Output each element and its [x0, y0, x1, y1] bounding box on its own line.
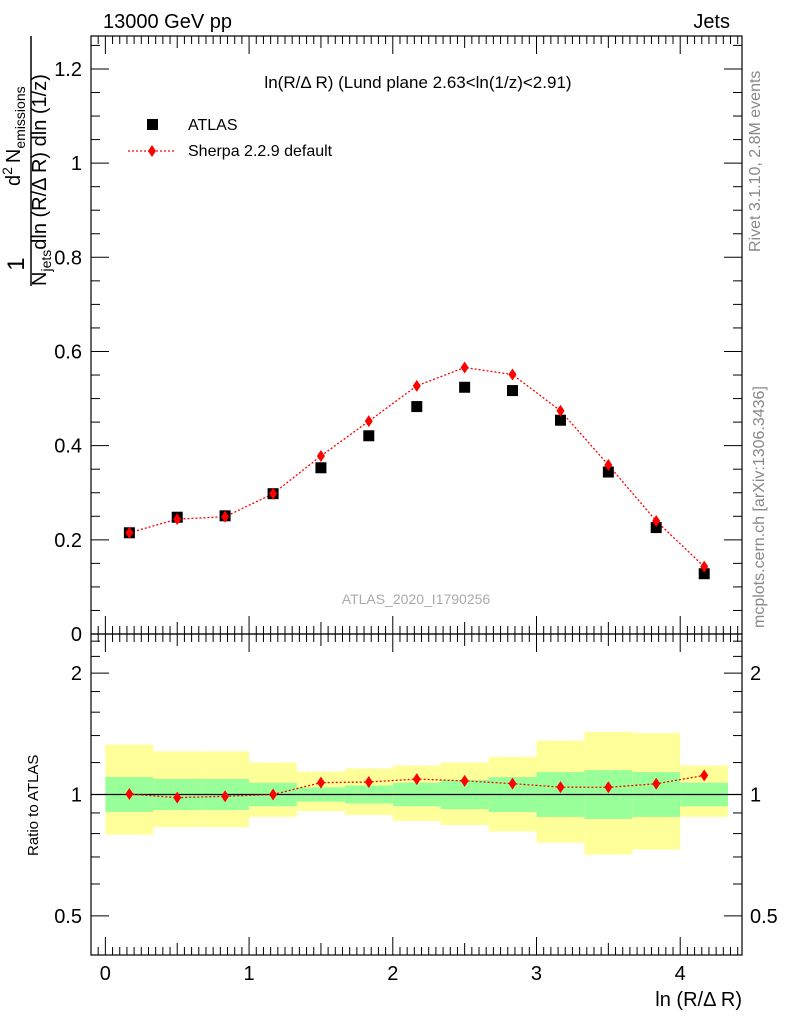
y-tick-label: 0.4: [54, 436, 82, 458]
rivet-label: Rivet 3.1.10, 2.8M events: [747, 71, 764, 252]
y-tick-label: 1.2: [54, 59, 82, 81]
ylabel-nemis-sub: emissions: [12, 86, 28, 148]
ratio-sherpa-point: [604, 781, 613, 794]
x-tick-label: 4: [675, 963, 686, 985]
ratio-sherpa-point: [125, 787, 134, 800]
legend-label-atlas: ATLAS: [188, 117, 238, 134]
sherpa-point: [269, 487, 278, 500]
ylabel-d2: d: [3, 175, 25, 186]
sherpa-point: [364, 415, 373, 428]
atlas-point: [602, 466, 614, 478]
main-title: ln(R/Δ R) (Lund plane 2.63<ln(1/z)<2.91): [264, 73, 571, 92]
atlas-point: [411, 401, 423, 413]
ratio-y-tick-label-right: 2: [750, 663, 761, 685]
ratio-sherpa-point: [173, 791, 182, 804]
legend-marker-sherpa: [148, 145, 156, 157]
x-tick-label: 3: [531, 963, 542, 985]
atlas-point: [554, 414, 566, 426]
x-axis-label: ln (R/Δ R): [655, 989, 742, 1011]
ratio-sherpa-point: [556, 781, 565, 794]
ratio-sherpa-point: [269, 788, 278, 801]
ratio-sherpa-point: [316, 776, 325, 789]
svg-text:Njetsdln (R/Δ R) dln (1/z): Njetsdln (R/Δ R) dln (1/z): [29, 74, 54, 286]
sherpa-point: [700, 560, 709, 573]
ratio-y-tick-label-left: 2: [71, 663, 82, 685]
y-tick-label: 0: [71, 624, 82, 646]
ylabel-njets: N: [29, 272, 51, 286]
y-tick-label: 0.6: [54, 341, 82, 363]
sherpa-point: [652, 514, 661, 527]
ratio-y-tick-label-right: 0.5: [750, 906, 778, 928]
ratio-sherpa-point: [508, 777, 517, 790]
ratio-sherpa-point: [700, 769, 709, 782]
ratio-sherpa-point: [412, 773, 421, 786]
header-right: Jets: [693, 11, 730, 33]
atlas-point: [363, 430, 375, 442]
ylabel-one: 1: [3, 257, 30, 270]
sherpa-point: [508, 368, 517, 381]
legend: ATLAS Sherpa 2.2.9 default: [128, 117, 333, 160]
ratio-y-tick-label-left: 0.5: [54, 906, 82, 928]
ratio-sherpa-point: [364, 775, 373, 788]
main-axes: 0 0.2 0.4 0.6 0.8 1 1.2: [54, 35, 743, 646]
ratio-uncertainty-bands: [105, 731, 729, 855]
main-data-marks: [123, 361, 710, 580]
sherpa-point: [221, 510, 230, 523]
ratio-axes: 0 1 2 3 4 0.5 0.5 1 1 2 2: [54, 633, 778, 985]
ratio-data-marks: [125, 769, 709, 804]
x-tick-label: 1: [244, 963, 255, 985]
sherpa-point: [173, 513, 182, 526]
ratio-y-tick-label-right: 1: [750, 785, 761, 807]
ylabel-d2-sup: 2: [0, 167, 15, 175]
atlas-point: [650, 522, 662, 534]
ylabel-dln: dln (R/Δ R) dln (1/z): [29, 74, 51, 250]
atlas-point: [698, 568, 710, 580]
x-tick-label: 0: [100, 963, 111, 985]
legend-marker-atlas: [147, 119, 158, 130]
ylabel-njets-sub: jets: [38, 250, 54, 273]
ratio-y-tick-label-left: 1: [71, 785, 82, 807]
legend-label-sherpa: Sherpa 2.2.9 default: [188, 143, 333, 160]
y-tick-label: 1: [71, 153, 82, 175]
y-tick-label: 0.8: [54, 247, 82, 269]
sherpa-point: [460, 361, 469, 374]
sherpa-point: [316, 450, 325, 463]
sherpa-point: [412, 379, 421, 392]
svg-text:d2Nemissions: d2 Nemissions: [0, 86, 28, 186]
sherpa-line: [129, 366, 705, 568]
ratio-sherpa-point: [221, 790, 230, 803]
sherpa-point: [604, 458, 613, 471]
ratio-sherpa-point: [652, 777, 661, 790]
atlas-point: [459, 381, 471, 393]
main-ylabel: 1 Njetsdln (R/Δ R) dln (1/z) d2 Nemission…: [0, 36, 54, 286]
atlas-point: [315, 462, 327, 474]
ylabel-nemis: N: [3, 149, 25, 163]
x-tick-label: 2: [387, 963, 398, 985]
atlas-point: [506, 385, 518, 397]
mcplots-label: mcplots.cern.ch [arXiv:1306.3436]: [751, 386, 768, 628]
header-left: 13000 GeV pp: [103, 11, 232, 33]
sherpa-point: [125, 526, 134, 539]
ratio-sherpa-point: [460, 774, 469, 787]
y-tick-label: 0.2: [54, 530, 82, 552]
watermark: ATLAS_2020_I1790256: [342, 591, 491, 607]
ratio-ylabel: Ratio to ATLAS: [25, 755, 42, 856]
sherpa-point: [556, 404, 565, 417]
